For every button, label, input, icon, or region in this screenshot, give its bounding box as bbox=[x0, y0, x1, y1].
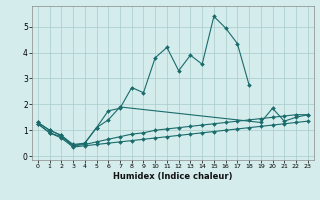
X-axis label: Humidex (Indice chaleur): Humidex (Indice chaleur) bbox=[113, 172, 233, 181]
